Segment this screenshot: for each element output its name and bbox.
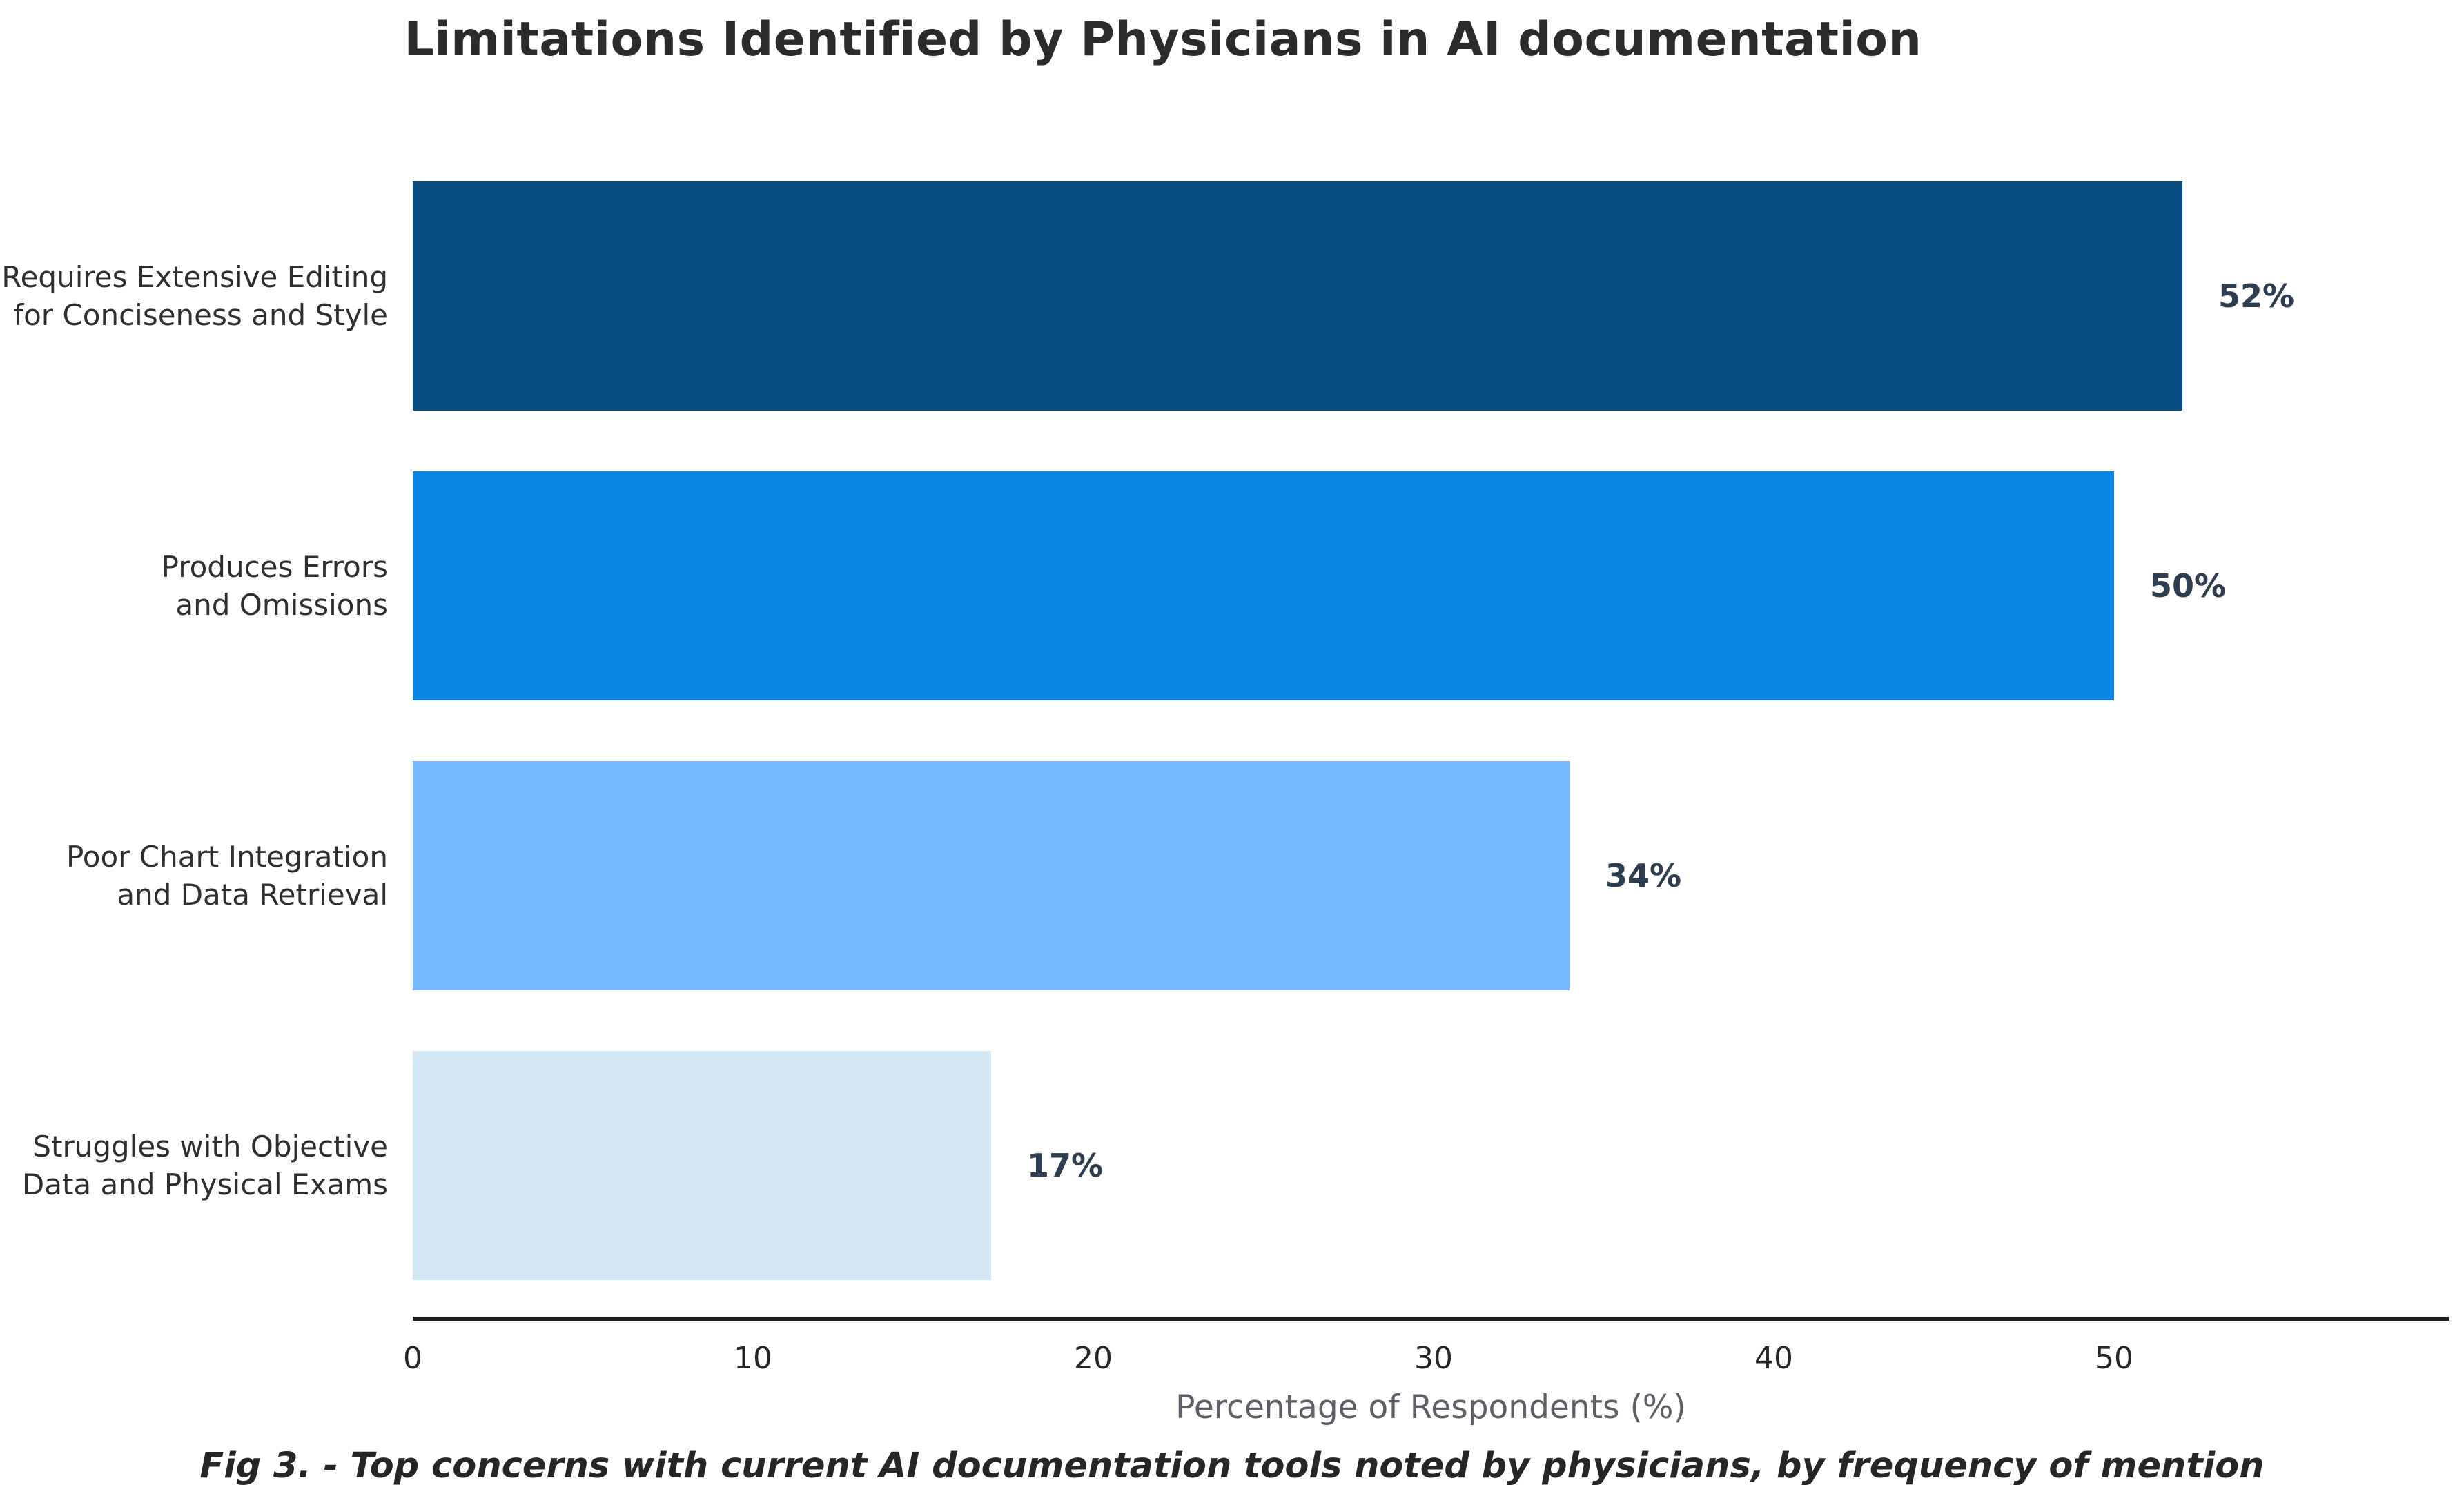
x-tick-label: 50 [2095, 1341, 2133, 1376]
bar [413, 761, 1570, 990]
x-tick-label: 40 [1754, 1341, 1793, 1376]
bar [413, 1051, 991, 1280]
category-label: Struggles with Objective Data and Physic… [21, 1129, 388, 1201]
bar-value-label: 34% [1605, 857, 1682, 894]
bar [413, 471, 2114, 700]
bar-value-label: 50% [2150, 567, 2227, 604]
x-tick-label: 10 [734, 1341, 772, 1376]
bar [413, 181, 2182, 411]
x-tick-label: 30 [1414, 1341, 1453, 1376]
bar-value-label: 52% [2218, 277, 2295, 315]
bar-value-label: 17% [1027, 1147, 1104, 1184]
category-label: Requires Extensive Editing for Concisene… [1, 259, 388, 332]
x-axis-title: Percentage of Respondents (%) [1175, 1388, 1686, 1426]
x-axis-line [413, 1317, 2449, 1321]
chart-title: Limitations Identified by Physicians in … [404, 12, 1922, 67]
x-tick-label: 20 [1074, 1341, 1113, 1376]
x-tick-label: 0 [403, 1341, 422, 1376]
category-label: Produces Errors and Omissions [161, 549, 388, 622]
figure-caption: Fig 3. - Top concerns with current AI do… [199, 1446, 2265, 1486]
category-label: Poor Chart Integration and Data Retrieva… [66, 839, 388, 912]
